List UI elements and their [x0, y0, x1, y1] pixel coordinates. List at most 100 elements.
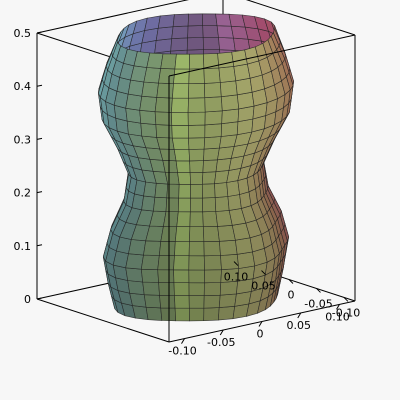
surface-patch: [187, 124, 206, 139]
surface-patch: [189, 160, 204, 173]
surface-patch: [203, 67, 221, 84]
surface-patch: [204, 269, 222, 284]
surface-patch: [140, 122, 158, 138]
surface-patch: [173, 269, 190, 284]
surface-patch: [173, 282, 190, 296]
surface-patch: [165, 197, 180, 213]
y-tick-mark: [261, 270, 266, 275]
surface-patch: [227, 194, 242, 211]
surface-patch: [140, 254, 160, 271]
surface-patch: [155, 26, 174, 41]
y-tick-label: 0.10: [224, 271, 249, 284]
surface-patch: [236, 251, 256, 269]
surface-patch: [202, 197, 217, 213]
x-tick-mark: [297, 312, 302, 319]
y-tick-label: 0: [288, 289, 295, 302]
surface-patch: [177, 197, 191, 213]
surface-patch: [145, 306, 163, 321]
surface-patch: [203, 282, 222, 296]
surface-patch: [170, 37, 188, 52]
surface-patch: [202, 37, 220, 51]
surface-patch: [143, 294, 162, 309]
surface-patch: [173, 149, 190, 162]
surface-patch: [190, 183, 203, 199]
surface-patch: [203, 147, 220, 161]
surface-patch: [141, 195, 156, 212]
surface-patch: [143, 240, 162, 256]
x-tick-label: 0: [257, 328, 264, 341]
surface-patch: [154, 97, 173, 113]
surface-patch: [174, 53, 191, 70]
x-axis: -0.10 -0.05 0 0.05 0.10: [168, 304, 350, 358]
surface-patch: [139, 109, 157, 125]
y-tick-mark: [316, 288, 321, 293]
x-tick-label: 0.10: [325, 310, 350, 323]
surface-patch: [141, 81, 159, 98]
surface-patch: [177, 172, 191, 185]
box-edge: [36, 298, 170, 343]
surface-patch: [218, 66, 237, 83]
surface-patch: [129, 292, 147, 308]
surface-patch: [153, 196, 168, 212]
surface-patch: [218, 293, 237, 308]
surface-patch: [154, 182, 169, 199]
surface: [98, 13, 294, 322]
surface-patch: [174, 241, 190, 257]
y-tick-mark: [233, 261, 239, 266]
surface-patch: [217, 51, 235, 69]
surface-patch: [202, 211, 218, 228]
surface-patch: [204, 82, 222, 99]
surface-patch: [187, 111, 206, 126]
box-edge: [168, 34, 356, 77]
z-tick-label: 0.5: [14, 27, 32, 40]
surface-patch: [143, 181, 157, 198]
surface-patch: [221, 108, 240, 125]
surface-patch: [146, 52, 164, 69]
surface-patch: [220, 253, 240, 271]
surface-patch: [188, 282, 205, 296]
surface-patch: [171, 112, 189, 126]
surface-patch: [156, 82, 174, 99]
surface-patch: [235, 237, 253, 255]
z-tick-label: 0.2: [14, 187, 32, 200]
surface-patch: [155, 124, 173, 139]
surface-patch: [201, 171, 217, 185]
box-edge: [245, 0, 356, 36]
y-tick-mark: [288, 279, 294, 284]
surface-patch: [157, 269, 175, 283]
surface-patch: [203, 294, 221, 309]
surface-patch: [143, 67, 162, 84]
surface-patch: [201, 183, 216, 199]
z-tick-mark: [36, 191, 43, 194]
surface-patch: [236, 91, 255, 110]
x-tick-label: -0.10: [168, 345, 196, 358]
surface-patch: [188, 241, 205, 257]
x-tick-label: 0.05: [287, 319, 312, 332]
surface-patch: [218, 37, 236, 51]
surface-patch: [204, 123, 223, 139]
surface-patch: [219, 239, 238, 256]
surface-patch: [128, 239, 147, 256]
z-tick-label: 0: [24, 293, 31, 306]
surface-patch: [171, 97, 189, 113]
surface-patch: [203, 136, 222, 150]
surface-patch: [176, 211, 191, 227]
surface-patch: [172, 13, 189, 28]
surface-patch: [172, 83, 190, 99]
surface-patch: [140, 268, 159, 283]
z-tick-label: 0.1: [14, 240, 32, 253]
surface-patch: [175, 160, 191, 173]
surface-patch: [127, 280, 145, 296]
surface-patch: [203, 240, 221, 257]
surface-patch: [156, 137, 175, 150]
surface-patch: [214, 182, 229, 198]
x-tick-mark: [181, 338, 185, 344]
surface-patch: [220, 121, 239, 137]
z-axis: 0 0.1 0.2 0.3 0.4 0.5: [14, 27, 43, 306]
surface-patch: [171, 124, 189, 139]
surface-patch: [160, 307, 177, 322]
surface-patch: [163, 211, 179, 227]
surface-patch: [160, 53, 177, 70]
surface-patch: [187, 13, 204, 27]
surface-patch: [188, 307, 205, 322]
